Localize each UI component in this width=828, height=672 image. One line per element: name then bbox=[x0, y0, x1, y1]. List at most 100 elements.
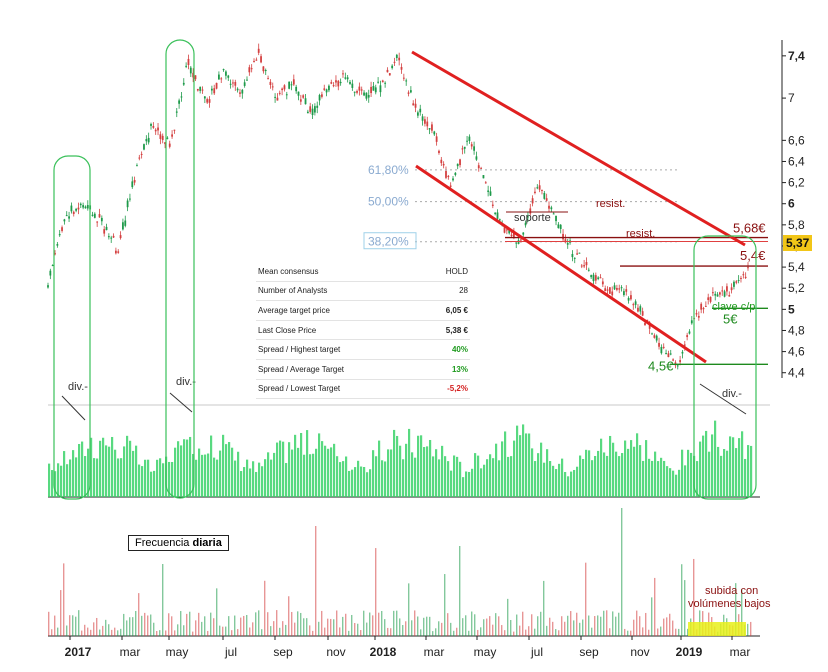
candle-body bbox=[606, 289, 609, 291]
candle-body bbox=[72, 211, 75, 215]
oscillator-bar bbox=[309, 454, 312, 497]
oscillator-bar bbox=[312, 453, 315, 497]
volume-bar bbox=[252, 622, 254, 636]
consensus-label: Mean consensus bbox=[258, 266, 319, 276]
volume-bar bbox=[549, 617, 551, 636]
oscillator-bar bbox=[174, 447, 177, 497]
volume-note-label: volúmenes bajos bbox=[688, 598, 771, 610]
frequency-label: Frecuencia diaria bbox=[128, 535, 229, 551]
candle-body bbox=[292, 79, 295, 85]
volume-bar bbox=[579, 622, 581, 636]
candle-body bbox=[306, 111, 309, 114]
candle-body bbox=[573, 257, 576, 259]
candle-body bbox=[304, 98, 307, 105]
oscillator-bar bbox=[222, 434, 225, 497]
candle-body bbox=[318, 95, 321, 101]
volume-bar bbox=[345, 613, 347, 636]
oscillator-bar bbox=[435, 449, 438, 497]
candle-body bbox=[297, 91, 300, 96]
candle-body bbox=[651, 333, 653, 335]
candle-body bbox=[508, 228, 511, 234]
candle-body bbox=[728, 295, 731, 297]
candle-body bbox=[75, 208, 77, 211]
candle-body bbox=[421, 116, 424, 121]
volume-bar bbox=[306, 618, 308, 636]
candle-body bbox=[143, 144, 145, 150]
oscillator-bar bbox=[411, 452, 414, 497]
candle-body bbox=[719, 292, 721, 295]
candle-body bbox=[243, 82, 246, 86]
key-level-label: clave c/p bbox=[712, 301, 755, 313]
candle-body bbox=[587, 269, 590, 271]
volume-bar bbox=[522, 611, 524, 636]
oscillator-bar bbox=[744, 458, 747, 497]
candle-body bbox=[459, 159, 461, 166]
x-tick-label: nov bbox=[630, 645, 649, 659]
volume-bar bbox=[447, 613, 449, 636]
oscillator-bar bbox=[480, 468, 483, 497]
oscillator-bar bbox=[588, 450, 591, 497]
candle-body bbox=[676, 365, 679, 367]
candle-body bbox=[152, 125, 155, 128]
candle-body bbox=[63, 219, 66, 222]
oscillator-bar bbox=[498, 460, 501, 497]
candle-body bbox=[541, 189, 543, 191]
oscillator-bar bbox=[210, 435, 213, 497]
oscillator-bar bbox=[72, 450, 75, 497]
oscillator-bar bbox=[699, 441, 702, 497]
oscillator-bar bbox=[363, 467, 366, 497]
oscillator-bar bbox=[624, 440, 627, 497]
candle-body bbox=[660, 346, 663, 354]
candle-body bbox=[503, 227, 506, 233]
oscillator-bar bbox=[282, 441, 285, 497]
volume-bar bbox=[192, 631, 194, 636]
oscillator-bar bbox=[288, 442, 291, 497]
volume-bar bbox=[360, 630, 362, 636]
oscillator-bar bbox=[591, 460, 594, 497]
volume-bar bbox=[267, 612, 269, 636]
candle-body bbox=[285, 94, 288, 96]
consensus-row: Spread / Highest target 40% bbox=[256, 340, 470, 360]
candle-body bbox=[686, 335, 689, 338]
volume-bar bbox=[600, 616, 602, 636]
candle-body bbox=[618, 288, 621, 290]
candle-body bbox=[384, 82, 387, 84]
candle-body bbox=[723, 291, 726, 297]
candle-body bbox=[227, 75, 230, 78]
candle-body bbox=[91, 214, 94, 216]
oscillator-bar bbox=[189, 436, 192, 497]
volume-bar bbox=[627, 630, 629, 636]
oscillator-bar bbox=[114, 449, 117, 497]
oscillator-bar bbox=[447, 461, 450, 497]
volume-bar bbox=[66, 625, 68, 636]
volume-bar bbox=[393, 610, 395, 636]
volume-bar bbox=[369, 612, 371, 636]
volume-bar bbox=[168, 613, 170, 636]
volume-bar bbox=[309, 625, 311, 636]
volume-bar bbox=[357, 623, 359, 636]
oscillator-bar bbox=[318, 433, 321, 497]
candle-body bbox=[222, 69, 225, 71]
oscillator-bar bbox=[60, 465, 63, 497]
candle-body bbox=[393, 61, 396, 63]
x-tick-label: mar bbox=[424, 645, 445, 659]
volume-bar bbox=[201, 621, 203, 636]
volume-bar bbox=[525, 629, 527, 636]
oscillator-bar bbox=[243, 467, 246, 497]
volume-bar bbox=[495, 613, 497, 636]
candle-body bbox=[576, 253, 578, 255]
oscillator-bar bbox=[144, 459, 147, 497]
oscillator-bar bbox=[249, 468, 252, 497]
oscillator-bar bbox=[690, 452, 693, 497]
oscillator-bar bbox=[456, 456, 459, 497]
x-tick-label: 2017 bbox=[65, 645, 92, 659]
oscillator-bar bbox=[681, 449, 684, 497]
candle-body bbox=[552, 213, 555, 215]
oscillator-bar bbox=[603, 452, 606, 497]
oscillator-bar bbox=[417, 435, 420, 497]
oscillator-bar bbox=[582, 458, 585, 497]
candle-body bbox=[566, 243, 569, 245]
volume-bar bbox=[468, 630, 470, 636]
candle-body bbox=[620, 287, 623, 289]
consensus-row: Mean consensus HOLD bbox=[256, 262, 470, 282]
